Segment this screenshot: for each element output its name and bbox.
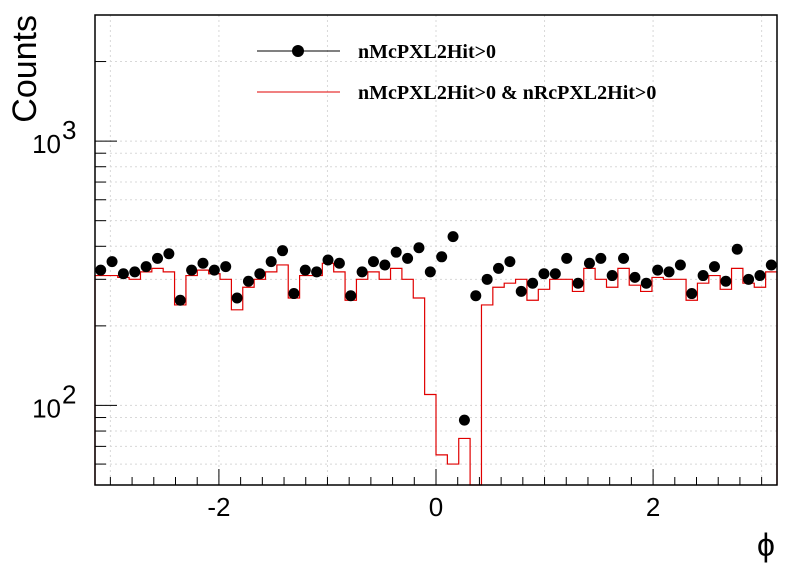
data-point	[208, 264, 220, 276]
data-point	[367, 256, 379, 268]
data-point	[447, 231, 459, 243]
data-point	[504, 256, 516, 268]
data-point	[606, 270, 618, 282]
data-point	[152, 252, 164, 264]
data-point	[379, 259, 391, 271]
x-axis-title: ϕ	[757, 527, 775, 563]
legend: nMcPXL2Hit>0 nMcPXL2Hit>0 & nRcPXL2Hit>0	[257, 41, 656, 104]
data-point	[549, 268, 561, 280]
data-point	[129, 266, 141, 278]
x-tick-label: 2	[646, 492, 660, 522]
legend-label-black: nMcPXL2Hit>0	[358, 41, 496, 63]
data-point	[390, 246, 402, 258]
data-point	[186, 264, 198, 276]
data-point	[345, 290, 357, 302]
data-point	[572, 277, 584, 289]
series-red-step	[94, 262, 778, 486]
data-point	[754, 270, 766, 282]
data-point	[458, 414, 470, 426]
y-tick-label-exponent: 2	[62, 379, 76, 409]
data-point	[231, 292, 243, 304]
axis-ticks	[95, 14, 763, 486]
data-point	[333, 257, 345, 269]
data-point	[595, 252, 607, 264]
data-point	[220, 261, 232, 273]
data-point	[163, 248, 175, 260]
data-point	[140, 261, 152, 273]
data-point	[527, 277, 539, 289]
data-point	[697, 270, 709, 282]
legend-label-red: nMcPXL2Hit>0 & nRcPXL2Hit>0	[358, 82, 656, 104]
data-point	[640, 277, 652, 289]
data-point	[561, 252, 573, 264]
data-point	[265, 256, 277, 268]
data-point	[481, 273, 493, 285]
y-tick-label: 10	[32, 129, 61, 159]
data-point	[402, 252, 414, 264]
data-point	[652, 264, 664, 276]
data-point	[618, 252, 630, 264]
series-red-step-line	[94, 262, 778, 486]
data-point	[106, 256, 118, 268]
x-tick-label: -2	[207, 492, 230, 522]
data-point	[254, 268, 266, 280]
data-point	[117, 268, 129, 280]
data-point	[242, 275, 254, 287]
y-tick-label-exponent: 3	[62, 115, 76, 145]
data-point	[288, 288, 300, 300]
data-point	[708, 261, 720, 273]
data-point	[663, 266, 675, 278]
data-point	[538, 268, 550, 280]
series-black-markers	[95, 231, 777, 426]
data-point	[424, 266, 436, 278]
y-axis-title: Counts	[6, 15, 44, 123]
data-point	[95, 264, 107, 276]
data-point	[311, 266, 323, 278]
data-point	[686, 288, 698, 300]
data-point	[515, 285, 527, 297]
data-point	[765, 259, 777, 271]
data-point	[277, 245, 289, 257]
data-point	[299, 264, 311, 276]
data-point	[436, 251, 448, 263]
data-point	[356, 266, 368, 278]
data-point	[174, 294, 186, 306]
legend-marker-dot	[292, 45, 304, 57]
data-point	[720, 275, 732, 287]
x-tick-label: 0	[429, 492, 443, 522]
data-point	[470, 290, 482, 302]
data-point	[197, 257, 209, 269]
data-point	[731, 243, 743, 255]
data-point	[413, 242, 425, 254]
data-point	[493, 262, 505, 274]
y-tick-label: 10	[32, 393, 61, 423]
data-point	[629, 271, 641, 283]
data-point	[322, 254, 334, 266]
data-point	[583, 257, 595, 269]
data-point	[743, 273, 755, 285]
data-point	[674, 259, 686, 271]
